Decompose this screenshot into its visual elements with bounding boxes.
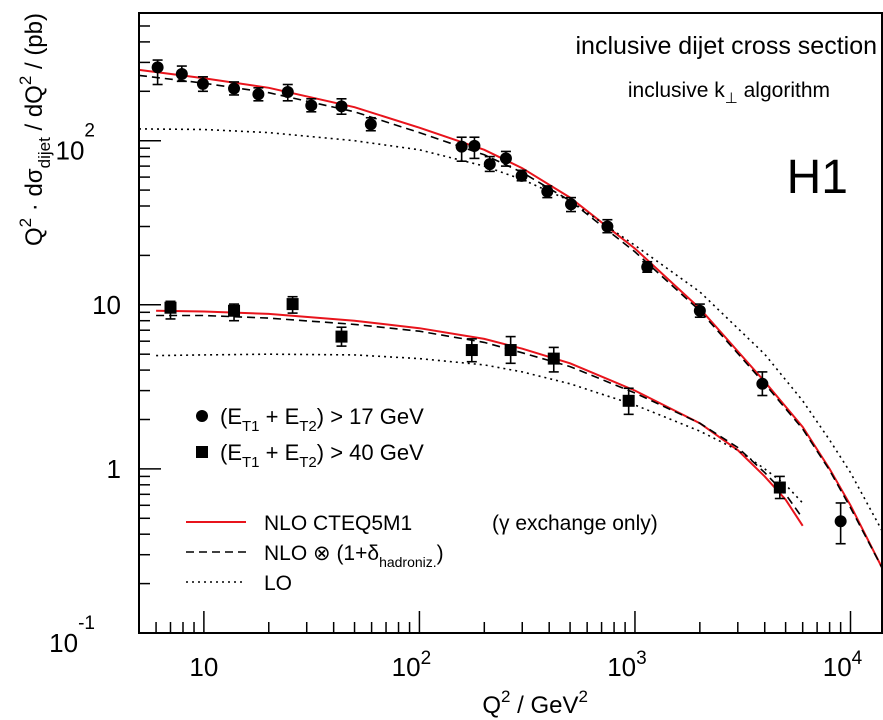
data-point-circle-15 [565,196,578,213]
curve-dotted-2 [138,128,883,532]
data-point-circle-3 [228,81,241,96]
legend: (ET1 + ET2) > 17 GeV (ET1 + ET2) > 40 GeV… [186,404,658,595]
data-point-circle-13 [515,169,528,182]
legend-label-dashed: NLO ⊗ (1+δhadroniz.) [264,542,444,570]
y-tick-label: 102 [56,121,96,166]
data-point-circle-1 [175,65,188,83]
curve-solid-3 [156,309,804,527]
data-point-square-2 [286,295,299,314]
data-point-square-5 [504,335,517,365]
data-point-square-7 [622,387,635,416]
data-point-circle-10 [468,136,481,160]
data-point-circle-14 [541,185,554,199]
data-point-circle-18 [693,303,706,319]
legend-label-dotted: LO [264,572,292,595]
x-tick-label: 10 [189,652,218,682]
data-point-square-0 [164,300,177,320]
data-point-circle-0 [151,59,164,86]
curve-dashed-4 [156,314,804,519]
data-point-circle-6 [305,98,318,113]
data-point-circle-8 [364,116,377,132]
legend-marker-circle [196,410,208,422]
data-point-circle-20 [834,502,847,545]
curve-dotted-5 [156,353,804,504]
data-point-circle-16 [601,218,614,234]
data-point-square-1 [228,303,241,322]
x-tick-label: 104 [823,648,863,682]
legend-note: (γ exchange only) [492,512,658,535]
x-tick-label: 103 [607,648,647,682]
plot-frame [138,12,883,634]
data-point-square-6 [547,346,560,373]
data-points [151,59,847,545]
axis-ticks: 10 102 103 104 10-1 1 10 102 [49,12,863,682]
data-point-circle-2 [196,76,209,93]
data-point-circle-12 [499,150,512,167]
data-point-circle-5 [281,83,294,102]
chart-title: inclusive dijet cross section [575,32,877,60]
data-point-circle-9 [455,136,468,162]
data-point-circle-11 [483,155,496,173]
y-axis-title: Q2 · dσdijet / dQ2 / (pb) [16,13,54,246]
y-tick-label: 1 [107,454,121,484]
data-point-square-4 [465,338,478,363]
data-point-circle-19 [756,371,769,397]
legend-label-solid: NLO CTEQ5M1 [264,512,412,535]
x-axis-title: Q2 / GeV2 [482,687,588,719]
data-point-circle-17 [641,260,654,273]
data-point-circle-4 [252,87,265,102]
data-point-circle-7 [335,98,348,116]
experiment-label: H1 [787,151,848,204]
data-point-square-8 [773,475,786,500]
y-tick-label: 10 [92,290,121,320]
curve-dashed-1 [138,74,883,569]
legend-label-square: (ET1 + ET2) > 40 GeV [220,440,424,471]
chart-subtitle: inclusive k⊥ algorithm [628,79,830,107]
legend-marker-square [196,446,208,458]
data-point-square-3 [335,326,348,347]
legend-label-circle: (ET1 + ET2) > 17 GeV [220,404,424,435]
x-tick-label: 102 [392,648,432,682]
y-tick-label: 10-1 [49,613,95,658]
